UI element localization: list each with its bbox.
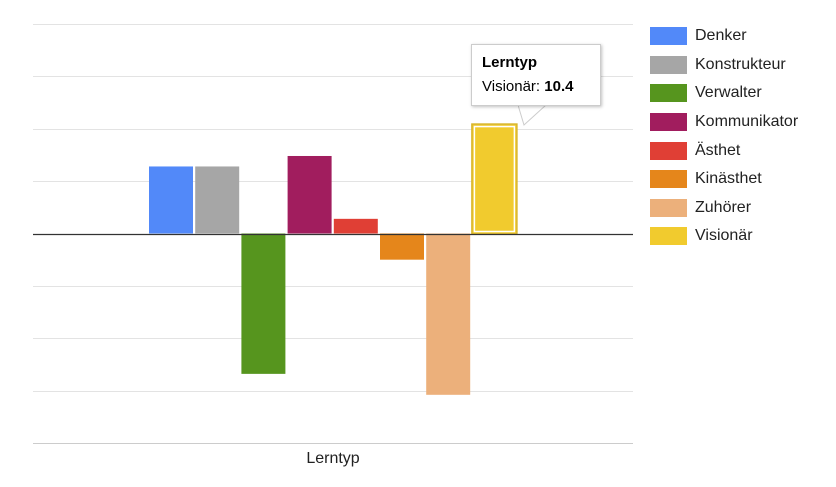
legend-item[interactable]: Ästhet [650,136,798,165]
legend-swatch [650,113,687,132]
legend-label: Verwalter [695,84,762,102]
legend-label: Kinästhet [695,170,762,188]
legend-label: Denker [695,27,747,45]
x-axis-label: Lerntyp [306,450,360,467]
gridlines [33,24,633,444]
tooltip-series-label: Visionär: [482,78,541,95]
bar-5[interactable] [380,233,424,260]
legend-label: Zuhörer [695,198,752,216]
legend-swatch [650,55,687,74]
bar-4[interactable] [333,218,378,234]
legend-swatch [650,141,687,160]
tooltip: Lerntyp Visionär: 10.4 [471,44,601,106]
legend-swatch [650,27,687,46]
bar-0[interactable] [149,166,193,234]
bar-3[interactable] [287,155,332,234]
legend-label: Visionär [695,227,753,245]
legend-swatch [650,198,687,217]
legend-item[interactable]: Konstrukteur [650,51,798,80]
legend-label: Kommunikator [695,113,799,131]
bar-7[interactable] [472,124,517,234]
legend-item[interactable]: Kommunikator [650,108,798,137]
legend-swatch [650,170,687,189]
bar-highlight-inner [473,125,516,233]
legend-item[interactable]: Denker [650,22,798,51]
legend-swatch [650,84,687,103]
bar-1[interactable] [195,166,240,234]
legend-label: Ästhet [695,141,741,159]
bar-2[interactable] [241,233,286,374]
legend-item[interactable]: Visionär [650,222,798,251]
legend-swatch [650,227,687,246]
tooltip-pointer [518,105,547,126]
legend-item[interactable]: Zuhörer [650,194,798,223]
tooltip-value: 10.4 [544,78,574,95]
legend-item[interactable]: Kinästhet [650,165,798,194]
legend-label: Konstrukteur [695,55,786,73]
tooltip-title: Lerntyp [482,54,538,71]
legend: Denker Konstrukteur Verwalter Kommunikator Ä… [650,22,798,251]
legend-item[interactable]: Verwalter [650,79,798,108]
bars [149,123,518,395]
tooltip-line: Visionär: 10.4 [482,78,590,95]
bar-6[interactable] [426,233,471,395]
